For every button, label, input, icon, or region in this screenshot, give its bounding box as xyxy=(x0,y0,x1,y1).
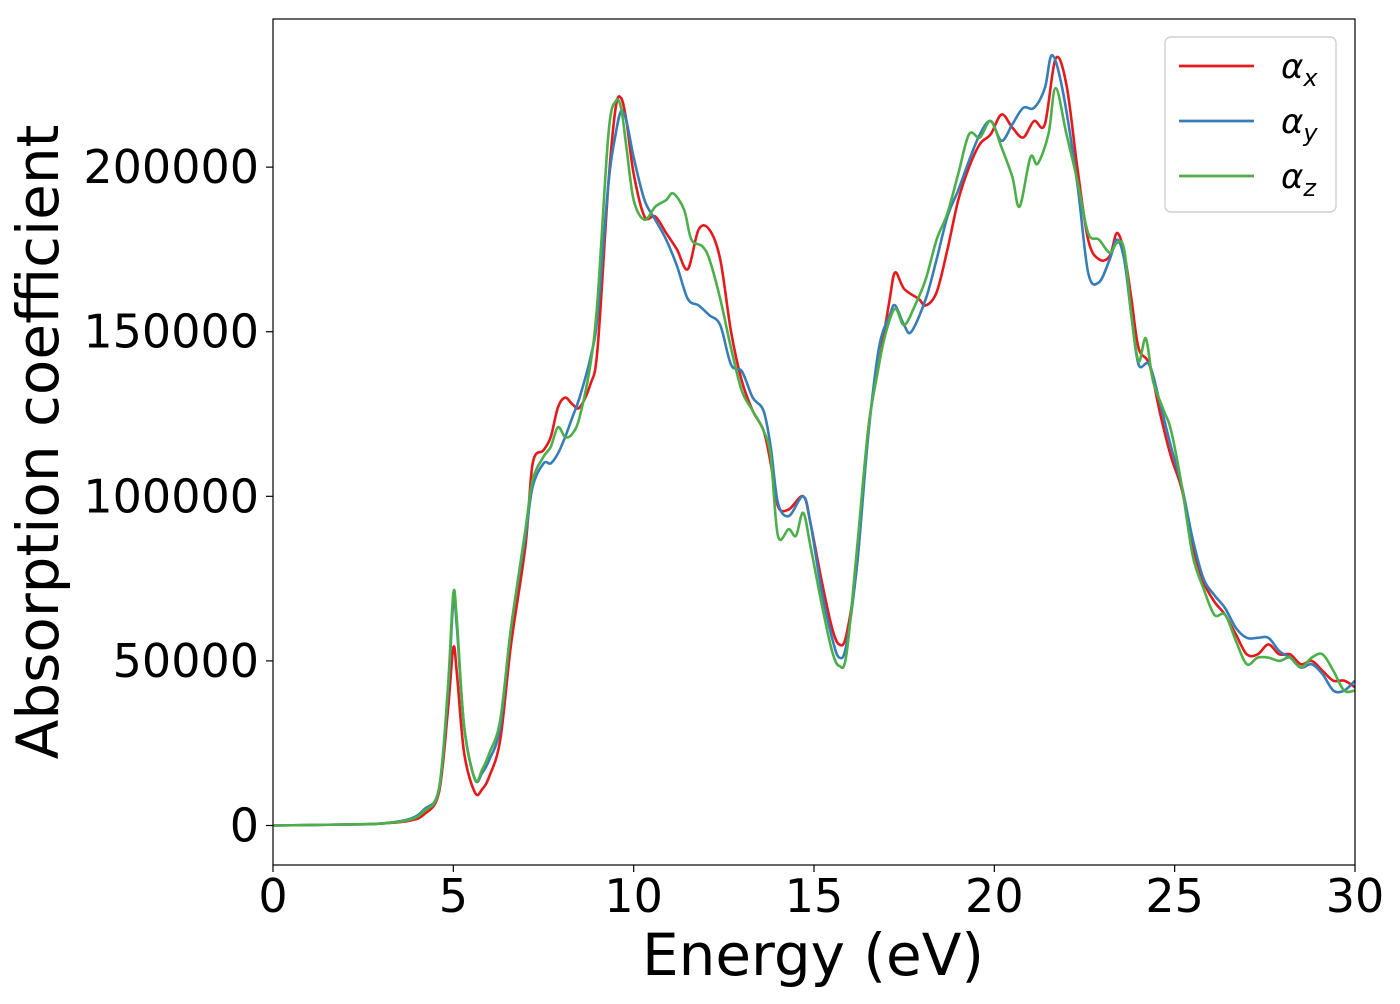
x-tick-label: 10 xyxy=(604,869,663,923)
y-tick-label: 100000 xyxy=(83,469,259,523)
series-line-x xyxy=(273,55,1355,827)
x-tick-label: 15 xyxy=(785,869,844,923)
y-tick-label: 200000 xyxy=(83,140,259,194)
y-tick-label: 50000 xyxy=(113,634,259,688)
legend-box xyxy=(1164,36,1337,213)
x-tick-label: 20 xyxy=(965,869,1024,923)
x-axis-title: Energy (eV) xyxy=(642,921,984,989)
x-tick-label: 5 xyxy=(439,869,468,923)
legend-label-x: αx xyxy=(1281,47,1318,92)
y-axis-title: Absorption coefficient xyxy=(4,125,72,760)
legend-label-y: αy xyxy=(1281,102,1318,147)
series-line-z xyxy=(273,86,1355,827)
x-axis: 0 5 10 15 20 25 30 xyxy=(258,865,1384,923)
x-tick-label: 25 xyxy=(1145,869,1204,923)
x-tick-label: 0 xyxy=(258,869,287,923)
y-tick-label: 0 xyxy=(230,798,259,852)
plot-content xyxy=(273,53,1355,827)
y-tick-label: 150000 xyxy=(83,305,259,359)
x-tick-label: 30 xyxy=(1326,869,1385,923)
y-axis: 0 50000 100000 150000 200000 xyxy=(83,140,273,852)
